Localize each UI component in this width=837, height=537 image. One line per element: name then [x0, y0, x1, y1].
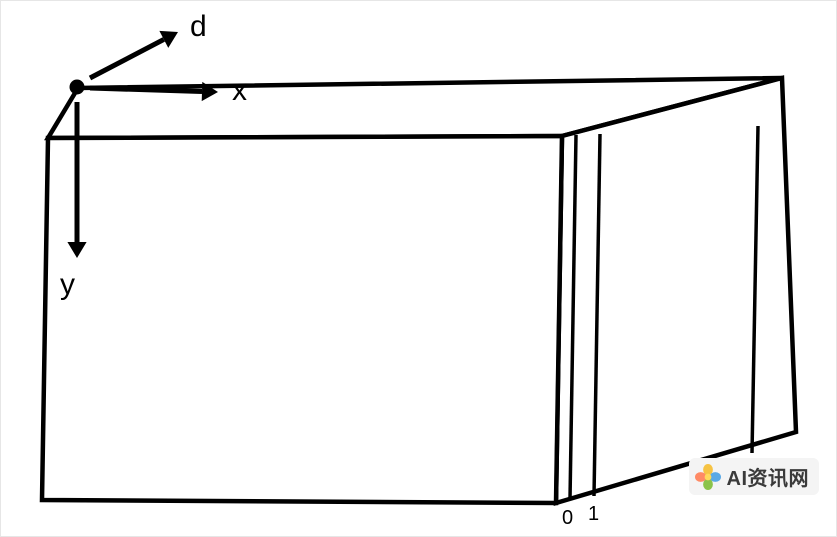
box-edge-front-top — [48, 136, 562, 138]
origin-dot-icon — [70, 80, 85, 95]
label-s1: 1 — [588, 503, 599, 525]
box-front-face — [42, 136, 562, 503]
3d-box — [42, 78, 796, 503]
axis-x-arrow-shaft — [90, 88, 202, 92]
axis-d-arrow-shaft — [90, 39, 164, 78]
label-s0: 0 — [562, 507, 573, 529]
label-sd1: d-1 — [754, 459, 783, 481]
label-x: x — [232, 74, 247, 107]
label-d: d — [190, 10, 207, 43]
label-y: y — [60, 268, 75, 301]
box-side-face — [556, 78, 796, 503]
